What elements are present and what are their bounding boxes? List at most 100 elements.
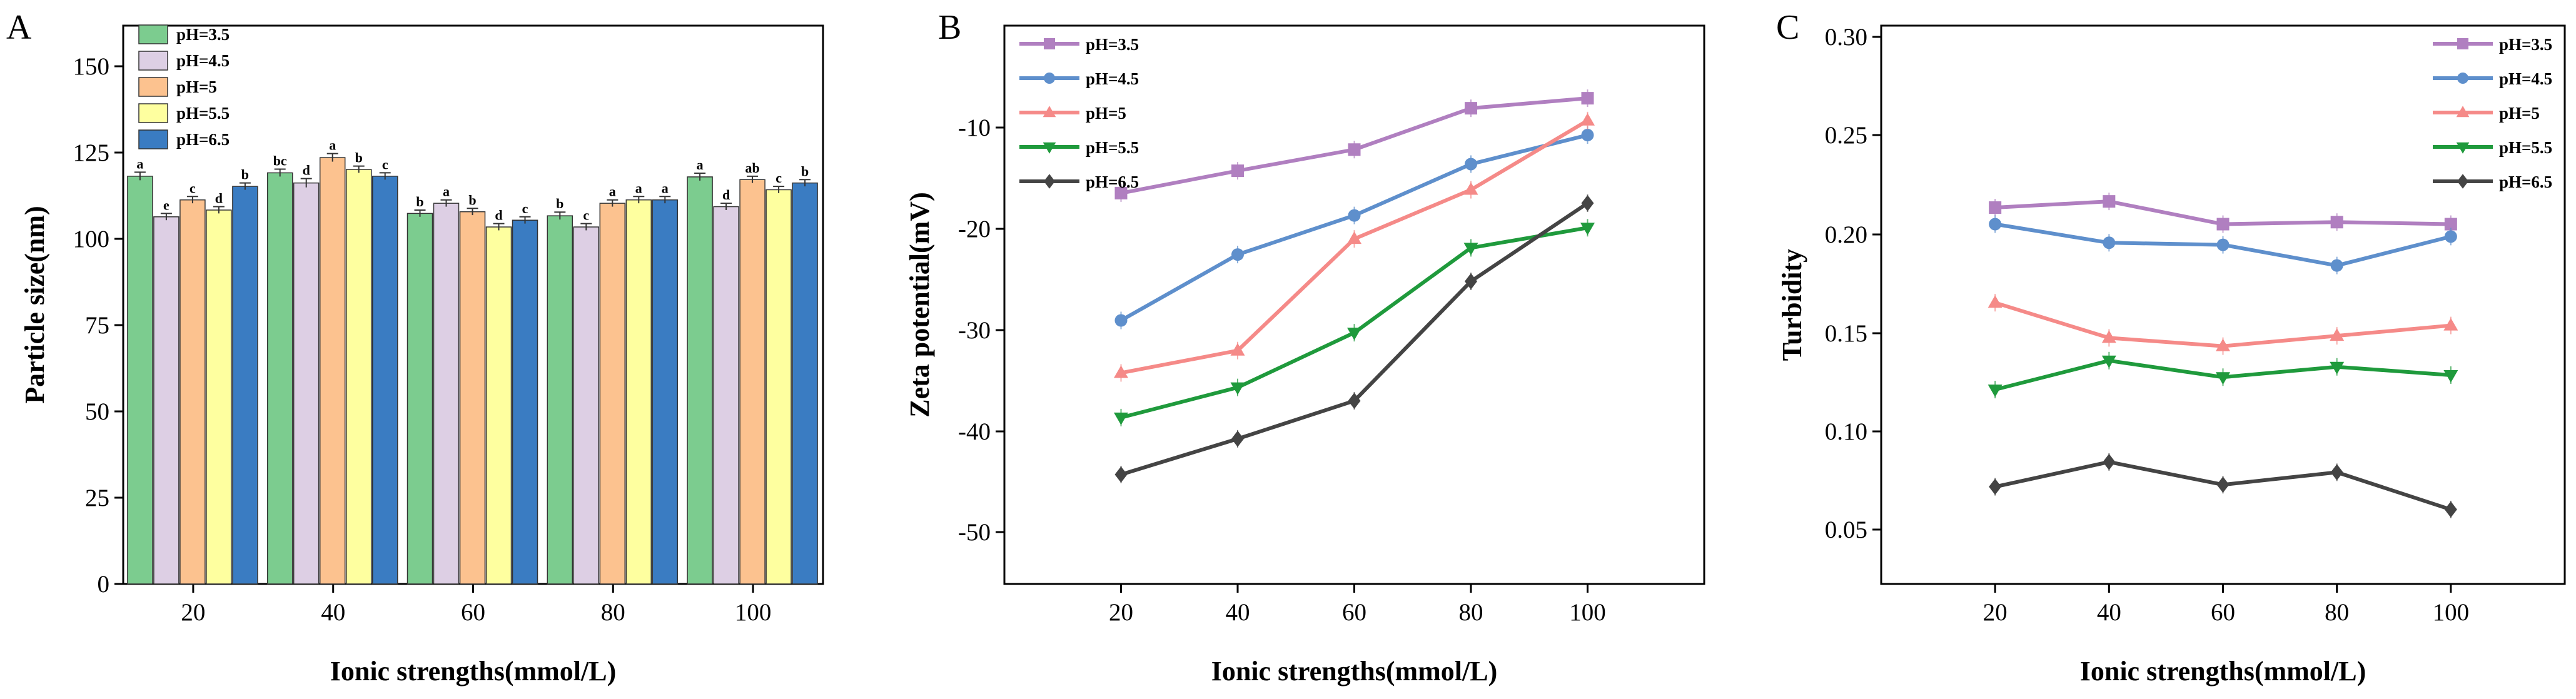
legend-marker (1044, 174, 1055, 189)
x-tick-label: 60 (1342, 599, 1366, 626)
y-tick-label: 50 (85, 398, 109, 425)
bar (765, 189, 792, 585)
significance-letter: c (382, 156, 388, 172)
legend-marker (1044, 73, 1055, 84)
y-tick-label: 0.20 (1825, 221, 1867, 248)
bar (713, 206, 739, 585)
significance-letter: a (635, 180, 642, 196)
significance-letter: a (662, 180, 669, 196)
bar (319, 157, 346, 585)
data-point (1988, 385, 2003, 398)
x-tick-label: 20 (1109, 599, 1133, 626)
data-point (2216, 372, 2230, 385)
legend-marker (1043, 142, 1056, 154)
panel-letter: C (1776, 8, 1799, 47)
x-tick-label: 100 (735, 599, 772, 626)
significance-letter: b (241, 167, 249, 183)
data-point (1114, 466, 1128, 483)
legend-label: pH=6.5 (2499, 173, 2552, 191)
bar (599, 203, 626, 585)
x-tick-label: 100 (1569, 599, 1606, 626)
legend-label: pH=3.5 (176, 25, 230, 44)
y-tick-label: 100 (73, 226, 110, 253)
data-point (2103, 195, 2116, 208)
data-point (1230, 382, 1245, 395)
bar (206, 209, 232, 585)
data-point (1348, 393, 1361, 410)
data-point (2101, 330, 2116, 343)
data-point (2330, 216, 2343, 229)
y-tick-label: -20 (958, 216, 991, 243)
data-point (1581, 129, 1594, 142)
y-axis-title: Particle size(nm) (19, 206, 50, 403)
significance-letter: b (556, 196, 563, 211)
data-point (1231, 164, 1244, 178)
data-point (2330, 464, 2343, 481)
bar (687, 176, 713, 585)
x-tick-label: 80 (601, 599, 625, 626)
significance-letter: c (583, 208, 589, 223)
data-point (1230, 343, 1245, 356)
legend-label: pH=5 (176, 78, 217, 96)
significance-letter: d (215, 191, 223, 206)
bar (345, 169, 372, 585)
data-point (1988, 295, 2003, 308)
bar (433, 203, 460, 585)
data-point (1114, 314, 1128, 327)
significance-letter: b (416, 194, 423, 209)
legend-label: pH=4.5 (176, 51, 230, 70)
data-point (1989, 218, 2002, 231)
bar (485, 226, 512, 585)
significance-letter: a (609, 184, 616, 199)
data-point (1580, 223, 1595, 236)
significance-letter: c (522, 201, 528, 216)
data-point (1581, 194, 1594, 211)
data-point (1989, 478, 2002, 495)
bar (127, 176, 153, 585)
significance-letter: c (775, 170, 782, 186)
data-point (1348, 143, 1361, 156)
legend-label: pH=4.5 (1086, 69, 1139, 88)
data-point (1114, 186, 1128, 199)
bar (625, 199, 652, 585)
significance-letter: b (801, 163, 809, 179)
legend-label: pH=5.5 (2499, 138, 2552, 157)
x-axis-title: Ionic strengths(mmol/L) (1211, 656, 1498, 686)
y-tick-label: 150 (73, 53, 110, 80)
bar (792, 182, 818, 585)
significance-letter: d (303, 163, 310, 178)
legend-swatch (138, 51, 168, 71)
significance-letter: bc (273, 153, 287, 168)
significance-letter: d (495, 208, 502, 223)
x-tick-label: 80 (2325, 599, 2349, 626)
y-tick-label: 0.15 (1825, 320, 1867, 347)
data-point (1348, 209, 1361, 222)
bar (293, 182, 320, 585)
data-point (2216, 218, 2230, 231)
bar (153, 216, 179, 585)
data-point (2216, 338, 2230, 351)
legend-swatch (138, 129, 168, 149)
x-tick-label: 40 (1226, 599, 1250, 626)
bar (573, 226, 600, 585)
data-point (1463, 182, 1478, 195)
legend-marker (1043, 106, 1056, 118)
data-point (2444, 218, 2457, 231)
legend-marker (2457, 38, 2468, 49)
legend-label: pH=5 (1086, 104, 1126, 123)
data-point (2216, 238, 2230, 251)
significance-letter: b (468, 192, 476, 208)
x-tick-label: 20 (1983, 599, 2008, 626)
x-tick-label: 60 (2211, 599, 2235, 626)
y-axis-title: Zeta potential(mV) (904, 192, 935, 418)
legend-marker (2456, 142, 2470, 154)
data-point (1231, 430, 1244, 447)
panel-letter: A (6, 8, 32, 47)
bar (512, 219, 538, 585)
x-tick-label: 60 (461, 599, 485, 626)
significance-letter: a (329, 138, 336, 153)
legend-label: pH=3.5 (2499, 35, 2552, 54)
data-point (1463, 243, 1478, 256)
bar (459, 211, 486, 585)
y-tick-label: 75 (85, 312, 109, 339)
